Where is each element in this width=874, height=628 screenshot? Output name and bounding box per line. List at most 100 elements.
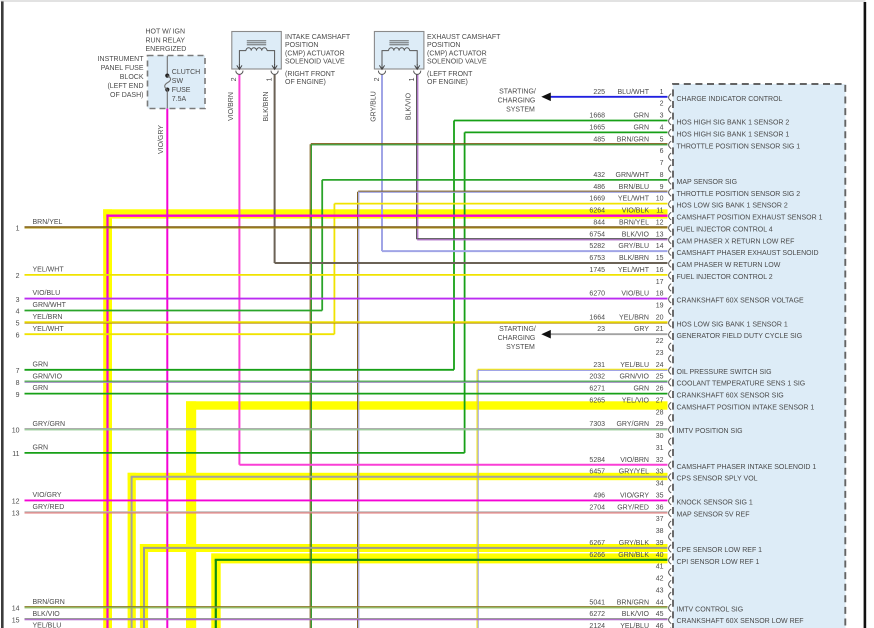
svg-text:SOLENOID VALVE: SOLENOID VALVE — [285, 59, 345, 66]
svg-text:BLK/VIO: BLK/VIO — [622, 611, 650, 618]
svg-text:GRY/BLU: GRY/BLU — [618, 243, 649, 250]
svg-text:HOS HIGH SIG BANK 1 SENSOR 2: HOS HIGH SIG BANK 1 SENSOR 2 — [677, 120, 790, 127]
svg-text:BRN/GRN: BRN/GRN — [617, 136, 649, 143]
svg-text:VIO/BLU: VIO/BLU — [33, 290, 61, 297]
svg-text:VIO/BLK: VIO/BLK — [622, 208, 650, 215]
svg-text:35: 35 — [656, 492, 664, 499]
svg-text:SYSTEM: SYSTEM — [506, 107, 535, 114]
svg-text:GRN/BLK: GRN/BLK — [618, 552, 649, 559]
svg-text:GRN/VIO: GRN/VIO — [33, 373, 63, 380]
svg-text:2124: 2124 — [589, 623, 605, 628]
svg-text:(LEFT FRONT: (LEFT FRONT — [427, 71, 473, 78]
svg-text:CAM PHASER W RETURN LOW: CAM PHASER W RETURN LOW — [677, 262, 781, 269]
svg-text:32: 32 — [656, 457, 664, 464]
svg-text:YEL/BLU: YEL/BLU — [33, 623, 62, 628]
svg-text:44: 44 — [656, 599, 664, 606]
svg-text:CRANKSHAFT 60X SENSOR SIG: CRANKSHAFT 60X SENSOR SIG — [677, 393, 784, 400]
svg-text:GRY/RED: GRY/RED — [33, 504, 65, 511]
svg-text:BLK/VIO: BLK/VIO — [33, 611, 61, 618]
svg-text:VIO/BLU: VIO/BLU — [621, 291, 649, 298]
svg-text:6270: 6270 — [589, 291, 605, 298]
svg-text:VIO/GRY: VIO/GRY — [33, 492, 62, 499]
svg-text:11: 11 — [656, 208, 663, 215]
svg-text:39: 39 — [656, 540, 664, 547]
svg-text:YEL/BRN: YEL/BRN — [33, 314, 63, 321]
svg-text:6267: 6267 — [589, 540, 605, 547]
svg-text:CAM PHASER X RETURN LOW REF: CAM PHASER X RETURN LOW REF — [677, 238, 795, 245]
svg-text:CAMSHAFT POSITION EXHAUST SENS: CAMSHAFT POSITION EXHAUST SENSOR 1 — [677, 215, 823, 222]
svg-text:CAMSHAFT POSITION INTAKE SENSO: CAMSHAFT POSITION INTAKE SENSOR 1 — [677, 405, 815, 412]
svg-text:1: 1 — [266, 77, 273, 81]
svg-text:16: 16 — [656, 267, 664, 274]
svg-text:31: 31 — [656, 445, 664, 452]
svg-text:8: 8 — [660, 172, 664, 179]
svg-text:12: 12 — [656, 219, 664, 226]
svg-text:YEL/VIO: YEL/VIO — [622, 398, 650, 405]
svg-text:8: 8 — [16, 380, 20, 387]
svg-text:VIO/BRN: VIO/BRN — [228, 92, 235, 121]
svg-text:YEL/BLU: YEL/BLU — [620, 362, 649, 369]
svg-text:STARTING/: STARTING/ — [499, 326, 536, 333]
svg-text:YEL/WHT: YEL/WHT — [618, 196, 650, 203]
svg-text:BLK/BRN: BLK/BRN — [263, 92, 270, 122]
svg-text:ENERGIZED: ENERGIZED — [146, 46, 187, 53]
svg-text:14: 14 — [656, 243, 664, 250]
svg-text:19: 19 — [656, 303, 664, 310]
svg-text:11: 11 — [12, 451, 19, 458]
svg-text:YEL/WHT: YEL/WHT — [618, 267, 650, 274]
svg-text:MAP SENSOR SIG: MAP SENSOR SIG — [677, 179, 738, 186]
svg-text:CAMSHAFT PHASER INTAKE SOLENOI: CAMSHAFT PHASER INTAKE SOLENOID 1 — [677, 464, 817, 471]
svg-text:7: 7 — [660, 160, 664, 167]
svg-text:YEL/WHT: YEL/WHT — [33, 326, 65, 333]
svg-text:BLK/VIO: BLK/VIO — [622, 231, 650, 238]
svg-text:2704: 2704 — [589, 504, 605, 511]
svg-text:33: 33 — [656, 469, 664, 476]
svg-text:BRN/GRN: BRN/GRN — [33, 599, 65, 606]
svg-text:VIO/BRN: VIO/BRN — [620, 457, 649, 464]
svg-text:2: 2 — [16, 273, 20, 280]
svg-text:2: 2 — [374, 77, 381, 81]
svg-text:BRN/YEL: BRN/YEL — [619, 219, 649, 226]
svg-text:36: 36 — [656, 504, 664, 511]
svg-text:7303: 7303 — [589, 421, 605, 428]
svg-text:GRY/YEL: GRY/YEL — [619, 469, 649, 476]
svg-text:GRN: GRN — [33, 385, 49, 392]
svg-text:BRN/YEL: BRN/YEL — [33, 219, 63, 226]
svg-text:GRN/VIO: GRN/VIO — [619, 374, 649, 381]
svg-text:HOT W/ IGN: HOT W/ IGN — [146, 29, 186, 36]
svg-text:28: 28 — [656, 409, 664, 416]
svg-text:27: 27 — [656, 398, 664, 405]
svg-text:VIO/GRY: VIO/GRY — [620, 492, 649, 499]
svg-text:SYSTEM: SYSTEM — [506, 344, 535, 351]
svg-text:THROTTLE POSITION SENSOR SIG 2: THROTTLE POSITION SENSOR SIG 2 — [677, 191, 801, 198]
svg-text:EXHAUST CAMSHAFT: EXHAUST CAMSHAFT — [427, 34, 501, 41]
svg-text:STARTING/: STARTING/ — [499, 89, 536, 96]
svg-text:231: 231 — [593, 362, 605, 369]
svg-text:IMTV POSITION SIG: IMTV POSITION SIG — [677, 428, 743, 435]
svg-text:2032: 2032 — [589, 374, 605, 381]
svg-text:13: 13 — [656, 231, 664, 238]
svg-text:CHARGING: CHARGING — [498, 98, 536, 105]
svg-text:FUSE: FUSE — [172, 87, 191, 94]
svg-text:INTAKE CAMSHAFT: INTAKE CAMSHAFT — [285, 34, 351, 41]
svg-text:41: 41 — [656, 564, 664, 571]
svg-text:13: 13 — [12, 511, 20, 518]
svg-text:GRY/BLU: GRY/BLU — [370, 91, 377, 122]
svg-text:2: 2 — [660, 101, 664, 108]
svg-text:BLU/WHT: BLU/WHT — [618, 89, 650, 96]
svg-text:OF DASH): OF DASH) — [110, 92, 143, 99]
svg-text:3: 3 — [660, 113, 664, 120]
svg-text:38: 38 — [656, 528, 664, 535]
svg-text:1: 1 — [16, 226, 20, 233]
svg-text:GRN: GRN — [633, 113, 649, 120]
svg-text:3: 3 — [16, 297, 20, 304]
svg-text:GENERATOR FIELD DUTY CYCLE SIG: GENERATOR FIELD DUTY CYCLE SIG — [677, 333, 803, 340]
svg-text:CPI SENSOR LOW REF 1: CPI SENSOR LOW REF 1 — [677, 559, 760, 566]
svg-text:22: 22 — [656, 338, 664, 345]
svg-text:FUEL INJECTOR CONTROL 4: FUEL INJECTOR CONTROL 4 — [677, 226, 773, 233]
svg-text:GRN: GRN — [33, 361, 49, 368]
svg-text:9: 9 — [16, 392, 20, 399]
svg-text:RUN RELAY: RUN RELAY — [146, 37, 186, 44]
svg-text:YEL/BRN: YEL/BRN — [619, 314, 649, 321]
svg-text:GRY/GRN: GRY/GRN — [33, 421, 66, 428]
